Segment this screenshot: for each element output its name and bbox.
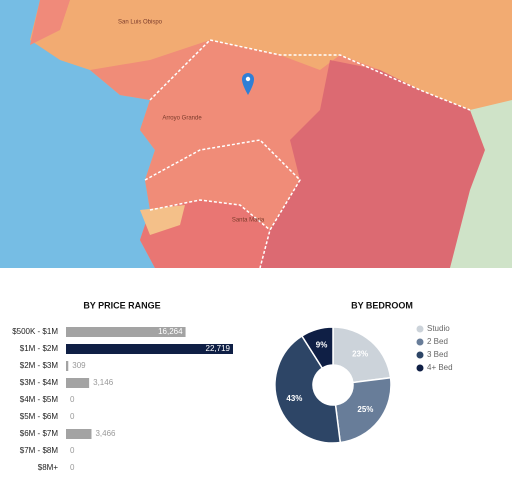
value-label: 43% <box>286 394 302 403</box>
category-label: $500K - $1M <box>12 327 58 336</box>
ocean <box>0 220 30 268</box>
category-label: $8M+ <box>38 463 59 472</box>
legend-marker <box>416 338 424 346</box>
land <box>450 100 512 268</box>
value-label: 9% <box>316 341 328 350</box>
category-label: $3M - $4M <box>20 378 59 387</box>
map-pin[interactable] <box>242 73 254 95</box>
legend-marker <box>416 325 424 333</box>
value-label: 309 <box>72 361 86 370</box>
bar <box>66 429 92 439</box>
bar <box>66 361 69 371</box>
value-label: 3,146 <box>93 378 114 387</box>
category-label: $7M - $8M <box>20 446 59 455</box>
category-label: $1M - $2M <box>20 344 59 353</box>
value-label: 3,466 <box>95 429 116 438</box>
map-label: Arroyo Grande <box>162 116 202 122</box>
value-label: 0 <box>70 395 75 404</box>
category-label: $2M - $3M <box>20 361 59 370</box>
legend-marker <box>416 351 424 359</box>
value-label: 23% <box>352 349 368 358</box>
bar <box>66 327 186 337</box>
region <box>140 205 185 235</box>
legend-label: 3 Bed <box>427 350 448 359</box>
legend-marker <box>416 364 424 372</box>
category-label: $4M - $5M <box>20 395 59 404</box>
chart-title: BY BEDROOM <box>351 300 413 310</box>
map-label: San Luis Obispo <box>118 20 163 26</box>
chart-title: BY PRICE RANGE <box>83 300 160 310</box>
map-pin-dot <box>245 76 251 82</box>
donut-slice <box>274 334 342 444</box>
legend-label: 4+ Bed <box>427 363 453 372</box>
region <box>30 0 70 45</box>
map-label: Santa Maria <box>232 218 265 224</box>
ocean <box>0 0 155 268</box>
value-label: 22,719 <box>206 344 231 353</box>
border <box>149 199 271 231</box>
value-label: 0 <box>70 412 75 421</box>
bar <box>66 344 233 354</box>
value-label: 25% <box>357 405 373 414</box>
bar <box>66 378 90 388</box>
donut-slice <box>332 326 392 384</box>
region <box>260 60 485 268</box>
donut-slice <box>300 326 334 370</box>
border <box>149 39 471 111</box>
category-label: $6M - $7M <box>20 429 59 438</box>
map[interactable]: San Luis Obispo Arroyo Grande Santa Mari… <box>0 0 512 269</box>
border <box>144 139 301 269</box>
legend-label: Studio <box>427 324 450 333</box>
value-label: 0 <box>70 463 75 472</box>
category-label: $5M - $6M <box>20 412 59 421</box>
donut-slice <box>334 376 392 444</box>
legend-label: 2 Bed <box>427 337 448 346</box>
value-label: 16,264 <box>158 327 183 336</box>
value-label: 0 <box>70 446 75 455</box>
